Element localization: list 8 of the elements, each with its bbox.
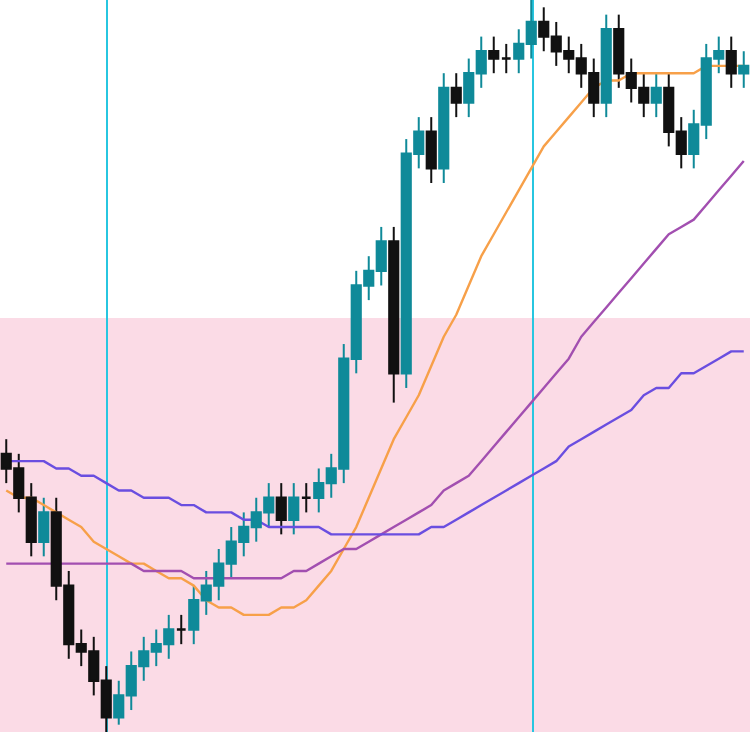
- candlestick: [725, 35, 737, 89]
- candlestick: [275, 482, 287, 536]
- candlestick: [450, 72, 462, 119]
- candlestick: [288, 482, 300, 536]
- candlestick: [650, 72, 662, 119]
- candlestick: [425, 116, 437, 184]
- candlestick: [738, 50, 750, 89]
- candlestick: [38, 496, 50, 558]
